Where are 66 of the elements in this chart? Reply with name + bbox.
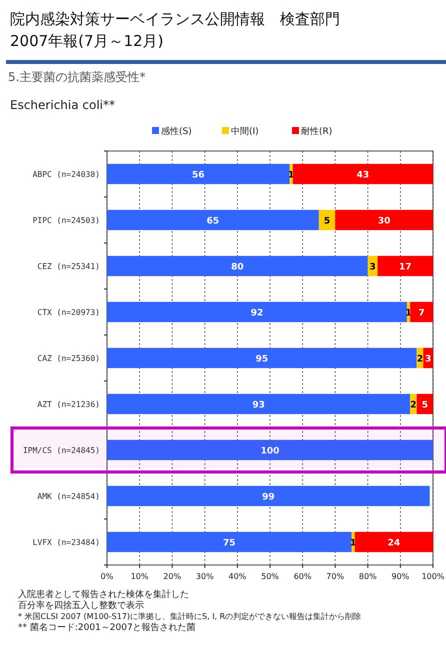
bar	[107, 394, 410, 414]
y-tick-label: ABPC (n=24038)	[32, 170, 100, 179]
bar	[107, 348, 417, 368]
bar	[107, 302, 407, 322]
bar	[378, 256, 433, 276]
y-tick-label: CAZ (n=25360)	[37, 354, 100, 363]
data-label: 2	[410, 400, 417, 410]
x-tick-label: 40%	[228, 572, 247, 581]
data-label: 24	[388, 538, 400, 548]
bar	[107, 164, 290, 184]
data-label: 30	[378, 216, 390, 226]
bar	[107, 210, 319, 230]
bar	[107, 256, 368, 276]
data-label: 2	[416, 354, 424, 364]
text: 5.主要菌の抗菌薬感受性*	[8, 70, 146, 84]
x-tick-label: 80%	[358, 572, 378, 581]
y-tick-label: CEZ (n=25341)	[37, 262, 100, 271]
x-tick-label: 70%	[326, 572, 344, 581]
y-tick-label: LVFX (n=23484)	[32, 538, 100, 547]
data-label: 100	[260, 446, 280, 456]
x-tick-label: 30%	[196, 572, 214, 581]
text: Escherichia coli**	[10, 98, 115, 112]
text: 百分率を四捨五入し整数で表示	[18, 600, 144, 611]
legend-label: 耐性(R)	[301, 126, 332, 137]
legend-label: 感性(S)	[161, 126, 192, 137]
bar	[107, 532, 352, 552]
bar	[292, 164, 433, 184]
data-label: 80	[231, 262, 244, 272]
bar	[354, 532, 433, 552]
bar	[416, 394, 433, 414]
y-tick-label: CTX (n=20973)	[37, 308, 100, 317]
data-label: 5	[324, 216, 330, 226]
text: 入院患者として報告された検体を集計した	[18, 589, 189, 600]
x-tick-label: 10%	[130, 572, 149, 581]
x-tick-label: 60%	[294, 572, 312, 581]
text: ** 菌名コード:2001～2007と報告された菌	[18, 622, 196, 633]
bar	[107, 486, 430, 506]
data-label: 5	[422, 400, 428, 410]
y-tick-label: AZT (n=21236)	[37, 400, 100, 409]
data-label: 3	[370, 262, 376, 272]
data-label: 95	[256, 354, 268, 364]
data-label: 7	[418, 308, 425, 318]
x-tick-label: 100%	[422, 572, 445, 581]
x-tick-label: 90%	[392, 572, 410, 581]
bar	[410, 302, 433, 322]
data-label: 92	[250, 308, 264, 318]
data-label: 75	[222, 538, 236, 548]
bar	[335, 210, 433, 230]
data-label: 17	[399, 262, 412, 272]
data-label: 3	[424, 354, 432, 364]
x-tick-label: 50%	[261, 572, 280, 581]
data-label: 93	[252, 400, 265, 410]
x-tick-label: 20%	[163, 572, 182, 581]
data-label: 65	[206, 216, 220, 226]
chart-title: 院内感染対策サーベイランス公開情報 検査部門	[10, 10, 340, 28]
legend-label: 中間(I)	[231, 126, 259, 137]
data-label: 56	[192, 170, 205, 180]
y-tick-label: IPM/CS (n=24845)	[22, 446, 100, 455]
chart-subtitle: 2007年報(7月～12月)	[10, 32, 164, 50]
y-tick-label: PIPC (n=24503)	[32, 216, 100, 225]
bar	[107, 440, 433, 460]
data-label: 43	[356, 170, 370, 180]
y-tick-label: AMK (n=24854)	[37, 492, 100, 501]
text: * 米国CLSI 2007 (M100-S17)に準拠し、集計時にS, I, Rの判定ができない報告は集計から削除	[18, 612, 362, 621]
data-label: 99	[262, 492, 275, 502]
x-tick-label: 0%	[100, 572, 114, 581]
